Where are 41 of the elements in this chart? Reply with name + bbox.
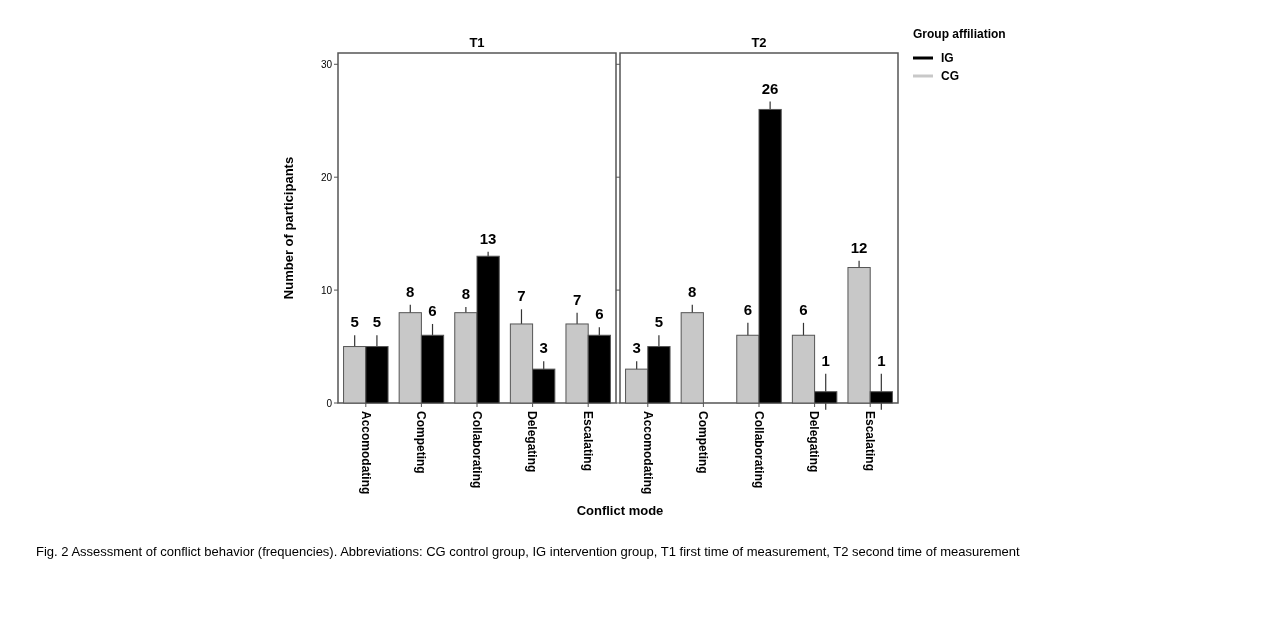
data-label: 7 <box>517 287 526 305</box>
y-tick-label: 30 <box>320 58 333 70</box>
x-tick-label: Delegating <box>525 411 540 473</box>
x-tick-label: Accomodating <box>358 411 373 495</box>
x-tick-label: Competing <box>414 411 429 474</box>
data-label: 6 <box>428 301 437 319</box>
data-label: 8 <box>688 282 697 300</box>
y-tick-label: 20 <box>320 171 333 183</box>
data-label: 6 <box>595 305 604 323</box>
data-label: 8 <box>406 282 415 300</box>
data-label: 3 <box>539 339 548 357</box>
caption: Fig. 2 Assessment of conflict behavior (frequencies). Abbreviations: CG control group, IG intervention group, T1 first time of measurement, T2 second time of measurement <box>36 544 1021 559</box>
data-label: 5 <box>654 313 664 331</box>
x-tick-label: Escalating <box>863 411 877 472</box>
legend-title: Group affiliation <box>913 27 1006 41</box>
data-label: 13 <box>479 229 497 247</box>
x-tick-label: Collaborating <box>751 411 766 489</box>
data-label: 5 <box>372 313 382 331</box>
data-label: 7 <box>572 290 582 308</box>
data-label: 1 <box>821 351 830 369</box>
y-tick-label: 10 <box>320 284 333 296</box>
legend-label: IG <box>941 51 954 66</box>
data-label: 6 <box>743 300 753 318</box>
data-label: 8 <box>461 285 471 303</box>
legend-label: CG <box>941 69 959 84</box>
x-tick-label: Accomodating <box>640 411 655 495</box>
x-axis-title: Conflict mode <box>576 503 664 518</box>
data-label: 1 <box>877 351 886 369</box>
x-tick-label: Collaborating <box>469 411 484 489</box>
data-label: 12 <box>850 238 868 256</box>
data-label: 3 <box>632 339 641 357</box>
x-tick-label: Delegating <box>807 411 822 473</box>
chart-title: T1 <box>469 35 485 50</box>
y-tick-label: 0 <box>326 397 333 409</box>
data-label: 6 <box>799 300 808 318</box>
x-tick-label: Escalating <box>581 411 595 472</box>
chart-title: T2 <box>751 35 767 50</box>
data-label: 26 <box>761 79 779 97</box>
y-axis-title: Number of participants <box>281 156 296 300</box>
x-tick-label: Competing <box>696 411 711 474</box>
data-label: 5 <box>350 313 359 331</box>
